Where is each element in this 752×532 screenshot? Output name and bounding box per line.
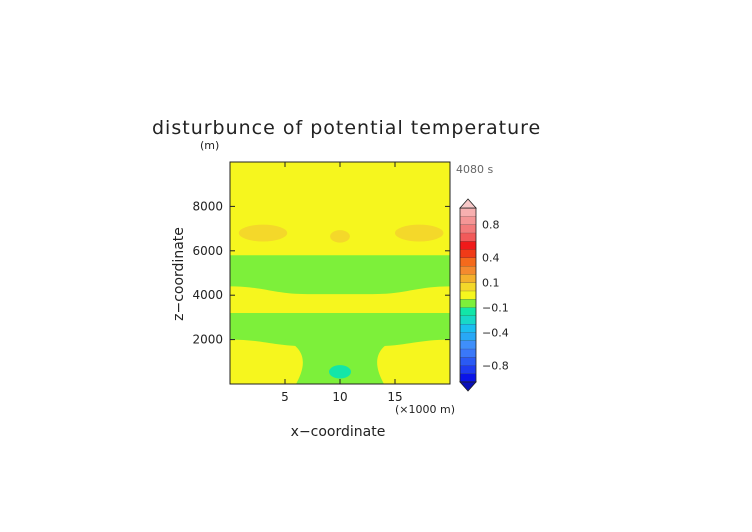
colorbar-extend-top: [459, 198, 477, 209]
chart-title: disturbunce of potential temperature: [152, 117, 541, 139]
axes: 5 10 15 2000 4000 6000 8000: [192, 161, 451, 404]
contour-region: [230, 312, 450, 347]
colorbar-tick-label: 0.4: [482, 252, 500, 265]
contour-region: [329, 365, 351, 379]
x-tick-label: 15: [387, 390, 402, 404]
plot-area: [230, 162, 450, 384]
x-axis-title: x−coordinate: [291, 424, 386, 440]
unit-label: (m): [200, 139, 219, 152]
colorbar-segment: [460, 324, 476, 333]
colorbar-segment: [460, 332, 476, 341]
colorbar-segment: [460, 365, 476, 374]
colorbar-segment: [460, 299, 476, 308]
y-tick-label: 4000: [192, 288, 223, 302]
colorbar-segment: [460, 340, 476, 349]
contour-region: [285, 339, 395, 384]
x-tick-label: 5: [281, 390, 289, 404]
colorbar-segment: [460, 373, 476, 382]
colorbar-segment: [460, 249, 476, 258]
x-scale-note: (×1000 m): [395, 403, 455, 416]
y-axis-title: z−coordinate: [171, 227, 187, 321]
colorbar-segment: [460, 315, 476, 324]
colorbar: −0.8 −0.4 −0.1 0.1 0.4 0.8: [459, 198, 509, 392]
colorbar-extend-bottom: [459, 381, 477, 392]
y-tick-label: 2000: [192, 333, 223, 347]
contour-region: [330, 230, 350, 243]
colorbar-segment: [460, 274, 476, 283]
colorbar-tick-label: −0.1: [482, 301, 509, 314]
contour-region: [238, 224, 288, 242]
colorbar-segment: [460, 216, 476, 225]
colorbar-segment: [460, 208, 476, 217]
colorbar-segment: [460, 241, 476, 250]
colorbar-segment: [460, 282, 476, 291]
colorbar-segment: [460, 232, 476, 242]
contour-region: [230, 255, 450, 295]
colorbar-segment: [460, 290, 476, 300]
colorbar-tick-label: −0.8: [482, 359, 509, 372]
time-label: 4080 s: [456, 163, 493, 176]
colorbar-segment: [460, 224, 476, 233]
colorbar-tick-label: 0.1: [482, 277, 500, 290]
colorbar-segment: [460, 307, 476, 316]
colorbar-segment: [460, 266, 476, 275]
colorbar-tick-label: −0.4: [482, 326, 509, 339]
y-tick-label: 8000: [192, 199, 223, 213]
colorbar-tick-label: 0.8: [482, 219, 500, 232]
x-tick-label: 10: [332, 390, 347, 404]
y-tick-label: 6000: [192, 244, 223, 258]
colorbar-segment: [460, 357, 476, 366]
colorbar-segment: [460, 348, 476, 358]
contour-region: [395, 224, 444, 242]
colorbar-segment: [460, 257, 476, 266]
